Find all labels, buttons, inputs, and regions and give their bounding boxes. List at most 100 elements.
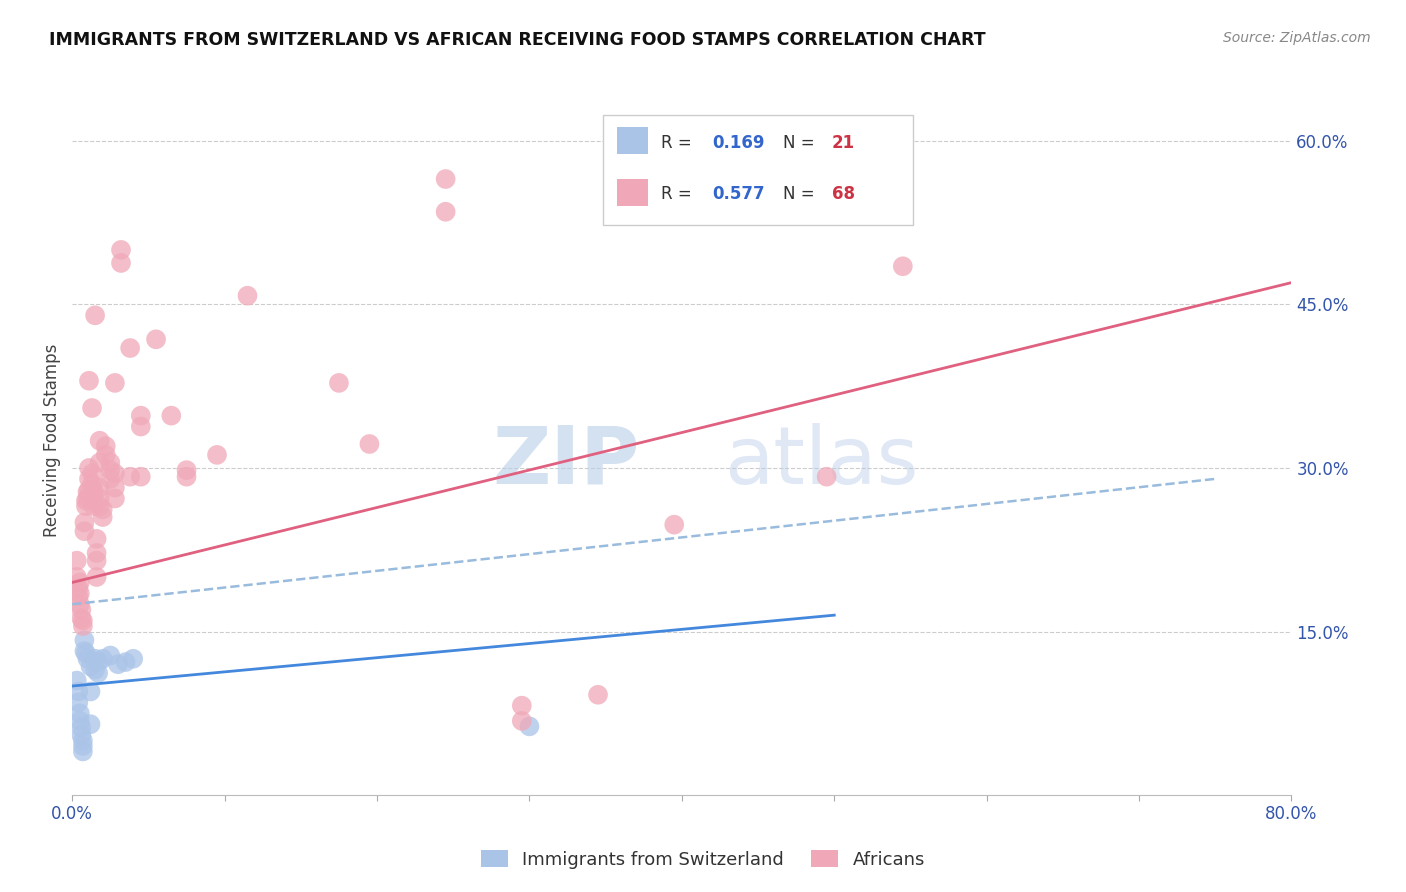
Point xyxy=(70,721,93,735)
Text: 21: 21 xyxy=(832,134,855,152)
Point xyxy=(236,289,259,303)
Point xyxy=(86,546,108,560)
Point xyxy=(77,374,100,388)
Point xyxy=(120,469,142,483)
Text: ZIP: ZIP xyxy=(492,423,640,501)
Point xyxy=(76,652,98,666)
Point xyxy=(586,688,609,702)
Point xyxy=(79,684,101,698)
Point xyxy=(67,581,90,595)
Point xyxy=(129,409,152,423)
Point xyxy=(98,456,121,470)
Point xyxy=(89,456,111,470)
Point xyxy=(73,633,96,648)
Point xyxy=(89,481,111,495)
Point xyxy=(91,652,114,666)
Point xyxy=(129,469,152,483)
Point xyxy=(73,516,96,530)
Point xyxy=(359,437,381,451)
Point xyxy=(510,698,533,713)
Point xyxy=(89,499,111,513)
Point xyxy=(104,491,127,506)
Point xyxy=(69,575,91,590)
Point xyxy=(75,499,97,513)
Text: Source: ZipAtlas.com: Source: ZipAtlas.com xyxy=(1223,31,1371,45)
Point xyxy=(80,467,103,481)
Text: R =: R = xyxy=(661,134,697,152)
Point xyxy=(72,739,94,753)
Point xyxy=(69,706,91,721)
Point xyxy=(83,491,105,506)
Point xyxy=(83,483,105,497)
Point xyxy=(87,655,110,669)
Y-axis label: Receiving Food Stamps: Receiving Food Stamps xyxy=(44,344,60,537)
Point xyxy=(80,477,103,491)
Point xyxy=(66,673,89,688)
Point xyxy=(66,570,89,584)
Point xyxy=(114,655,136,669)
Point xyxy=(86,554,108,568)
Text: N =: N = xyxy=(783,186,820,203)
Point xyxy=(176,469,198,483)
Point xyxy=(76,485,98,500)
Point xyxy=(89,491,111,506)
Point xyxy=(129,419,152,434)
Point xyxy=(86,532,108,546)
Point xyxy=(84,663,107,677)
Point xyxy=(104,376,127,390)
Point xyxy=(69,714,91,728)
Point xyxy=(89,434,111,448)
Point xyxy=(87,665,110,680)
Point xyxy=(67,590,90,604)
Point xyxy=(891,259,914,273)
Point xyxy=(67,684,90,698)
Point xyxy=(328,376,350,390)
Point xyxy=(104,481,127,495)
Point xyxy=(205,448,228,462)
Point xyxy=(94,439,117,453)
Point xyxy=(77,483,100,497)
Point xyxy=(72,733,94,747)
Point xyxy=(72,614,94,628)
Point xyxy=(107,657,129,672)
Point xyxy=(75,493,97,508)
Point xyxy=(91,502,114,516)
Point xyxy=(104,467,127,481)
FancyBboxPatch shape xyxy=(603,115,914,225)
Text: R =: R = xyxy=(661,186,697,203)
Point xyxy=(73,644,96,658)
Point xyxy=(70,728,93,742)
FancyBboxPatch shape xyxy=(617,179,648,205)
Point xyxy=(176,463,198,477)
Text: N =: N = xyxy=(783,134,820,152)
Point xyxy=(98,648,121,663)
Point xyxy=(77,472,100,486)
Point xyxy=(69,586,91,600)
Point xyxy=(160,409,183,423)
Point xyxy=(77,461,100,475)
Point xyxy=(70,603,93,617)
Point xyxy=(815,469,838,483)
Point xyxy=(72,619,94,633)
Point xyxy=(434,172,457,186)
Point xyxy=(110,256,132,270)
Point xyxy=(69,597,91,611)
FancyBboxPatch shape xyxy=(617,128,648,154)
Text: 0.169: 0.169 xyxy=(713,134,765,152)
Point xyxy=(75,646,97,660)
Point xyxy=(79,717,101,731)
Point xyxy=(66,554,89,568)
Point xyxy=(84,652,107,666)
Point xyxy=(94,448,117,462)
Text: IMMIGRANTS FROM SWITZERLAND VS AFRICAN RECEIVING FOOD STAMPS CORRELATION CHART: IMMIGRANTS FROM SWITZERLAND VS AFRICAN R… xyxy=(49,31,986,49)
Point xyxy=(98,463,121,477)
Point xyxy=(86,570,108,584)
Point xyxy=(664,517,686,532)
Text: 0.577: 0.577 xyxy=(713,186,765,203)
Point xyxy=(72,744,94,758)
Point xyxy=(510,714,533,728)
Point xyxy=(891,164,914,178)
Point xyxy=(70,611,93,625)
Point xyxy=(434,204,457,219)
Point xyxy=(76,491,98,506)
